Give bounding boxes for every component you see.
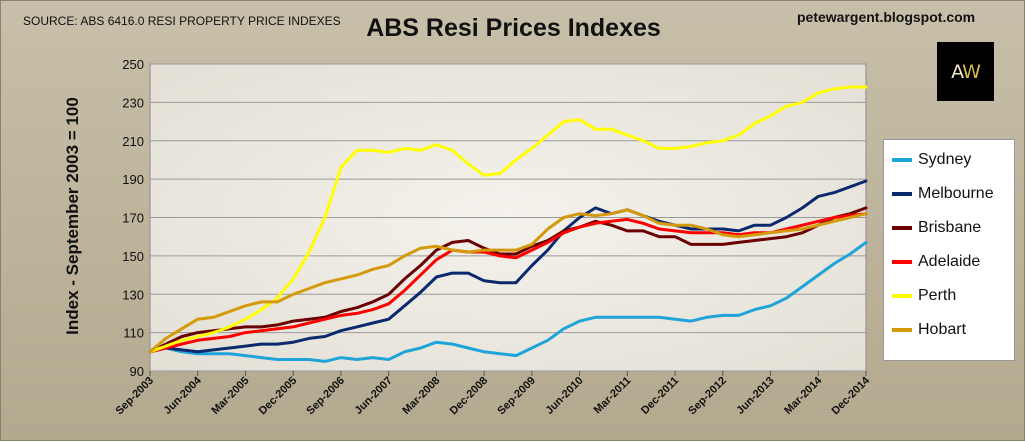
legend-label: Adelaide: [918, 253, 981, 270]
x-tick-label: Sep-2006: [304, 375, 347, 418]
source-note: SOURCE: ABS 6416.0 RESI PROPERTY PRICE I…: [23, 14, 341, 28]
x-tick-label: Dec-2005: [257, 375, 300, 418]
series-line-adelaide: [148, 212, 868, 354]
legend: Sydney Melbourne Brisbane Adelaide Perth Hoba…: [883, 139, 1015, 361]
legend-swatch: [892, 192, 912, 196]
legend-label: Perth: [918, 287, 957, 304]
y-tick-label: 170: [122, 211, 144, 226]
x-tick-label: Sep-2009: [495, 375, 538, 418]
y-tick-label: 110: [123, 326, 144, 341]
logo-letter-w: W: [962, 60, 981, 83]
legend-item-melbourne: Melbourne: [892, 184, 994, 204]
x-tick-label: Jun-2004: [162, 374, 205, 417]
x-tick-label: Dec-2008: [448, 375, 491, 418]
legend-item-perth: Perth: [892, 286, 956, 306]
legend-swatch: [892, 260, 912, 264]
legend-label: Melbourne: [918, 185, 994, 202]
legend-swatch: [892, 158, 912, 162]
x-tick-label: Jun-2013: [734, 375, 776, 417]
y-tick-label: 190: [122, 172, 144, 187]
y-tick-label: 130: [122, 287, 144, 302]
x-tick-label: Mar-2005: [209, 375, 251, 417]
y-tick-label: 210: [122, 134, 144, 149]
series-line-perth: [148, 85, 868, 354]
x-tick-label: Jun-2007: [353, 375, 395, 417]
x-tick-label: Sep-2012: [686, 375, 729, 418]
y-tick-label: 150: [122, 249, 144, 264]
legend-swatch: [892, 328, 912, 332]
series-line-brisbane: [148, 206, 868, 354]
x-tick-label: Mar-2008: [400, 375, 442, 417]
y-tick-label: 230: [122, 95, 144, 110]
x-tick-label: Mar-2014: [782, 374, 825, 417]
y-tick-label: 250: [122, 57, 144, 72]
logo-letter-a: A: [951, 60, 963, 83]
legend-item-sydney: Sydney: [892, 150, 971, 170]
legend-item-adelaide: Adelaide: [892, 252, 980, 272]
legend-label: Brisbane: [918, 219, 982, 236]
legend-swatch: [892, 294, 912, 298]
legend-swatch: [892, 226, 912, 230]
legend-label: Hobart: [918, 321, 967, 338]
legend-item-hobart: Hobart: [892, 320, 966, 340]
x-tick-label: Jun-2010: [544, 375, 586, 417]
blog-url: petewargent.blogspot.com: [797, 9, 976, 25]
legend-label: Sydney: [918, 151, 972, 168]
series-line-melbourne: [148, 179, 868, 354]
series-line-hobart: [148, 208, 868, 354]
y-tick-label: 90: [130, 364, 144, 379]
x-tick-label: Mar-2011: [592, 375, 634, 417]
aw-logo: AW: [937, 42, 994, 101]
series-line-sydney: [148, 240, 868, 363]
chart-title: ABS Resi Prices Indexes: [366, 14, 661, 42]
x-tick-label: Sep-2003: [113, 375, 156, 418]
x-tick-label: Dec-2011: [639, 375, 681, 417]
legend-item-brisbane: Brisbane: [892, 218, 981, 238]
x-tick-label: Dec-2014: [829, 374, 872, 417]
